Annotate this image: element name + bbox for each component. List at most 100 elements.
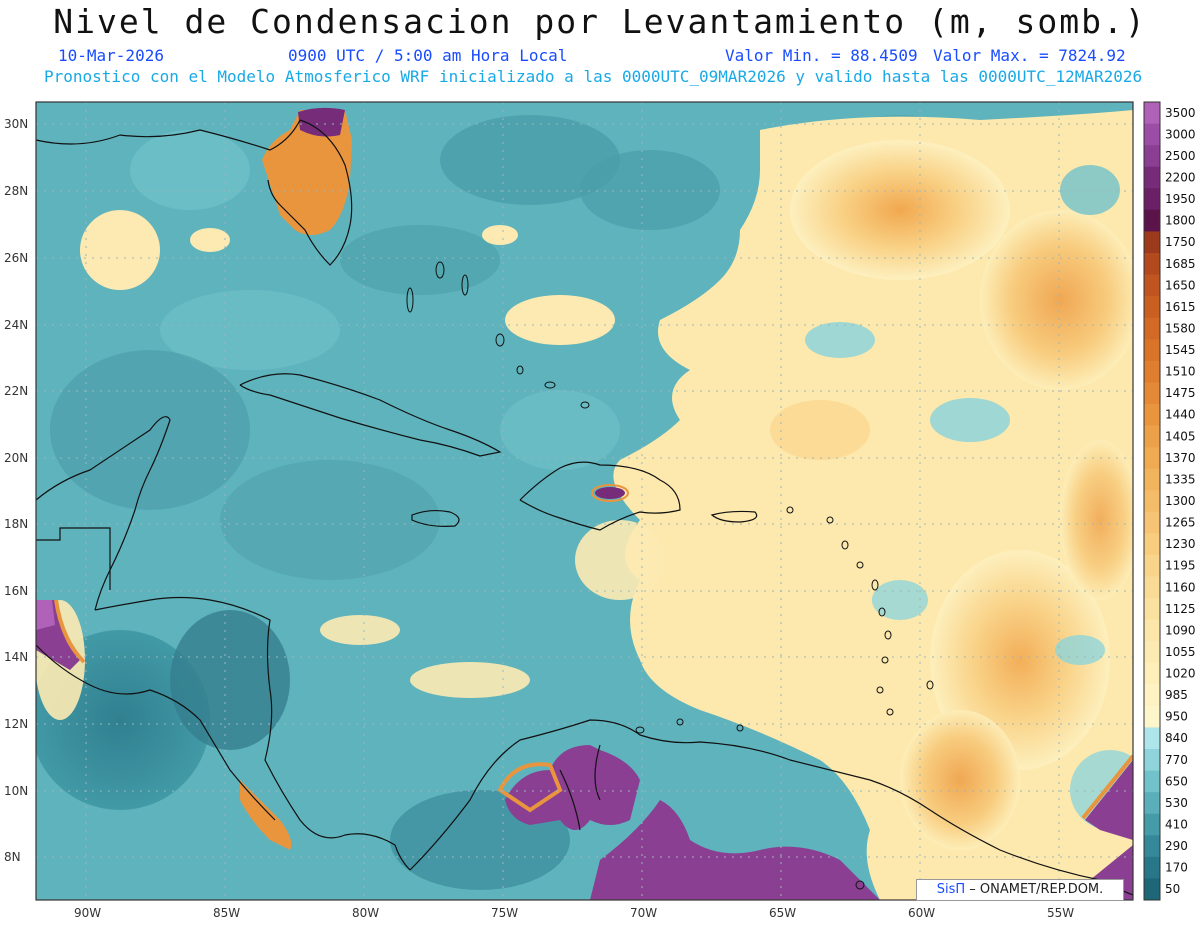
date-label: 10-Mar-2026 <box>58 46 164 65</box>
lat-label: 28N <box>4 184 28 198</box>
colorbar-swatch <box>1144 490 1160 513</box>
islands <box>406 261 934 890</box>
lat-label: 20N <box>4 451 28 465</box>
colorbar-label: 530 <box>1165 796 1188 810</box>
colorbar-label: 1230 <box>1165 537 1196 551</box>
colorbar-label: 1125 <box>1165 602 1196 616</box>
colorbar-label: 1405 <box>1165 429 1196 443</box>
colorbar-swatch <box>1144 705 1160 728</box>
map-field <box>36 102 1133 900</box>
sispi-logo: SisΠ <box>936 882 966 897</box>
colorbar-swatch <box>1144 339 1160 362</box>
colorbar-label: 1055 <box>1165 645 1196 659</box>
colorbar-swatch <box>1144 792 1160 815</box>
lat-label: 12N <box>4 717 28 731</box>
colorbar-swatch <box>1144 511 1160 534</box>
colorbar-label: 650 <box>1165 774 1188 788</box>
colorbar-swatch <box>1144 554 1160 577</box>
lon-label: 80W <box>352 906 379 920</box>
time-label: 0900 UTC / 5:00 am Hora Local <box>288 46 568 65</box>
colorbar-swatch <box>1144 360 1160 383</box>
colorbar-label: 1160 <box>1165 580 1196 594</box>
colorbar-label: 1800 <box>1165 214 1196 228</box>
longitude-labels: 90W 85W 80W 75W 70W 65W 60W 55W <box>74 906 1074 920</box>
colorbar-label: 410 <box>1165 818 1188 832</box>
graticule <box>36 102 1133 900</box>
colorbar-label: 50 <box>1165 882 1180 896</box>
colorbar-swatch <box>1144 188 1160 211</box>
colorbar-label: 985 <box>1165 688 1188 702</box>
colorbar-label: 1300 <box>1165 494 1196 508</box>
lat-label: 30N <box>4 117 28 131</box>
colorbar-swatch <box>1144 878 1160 901</box>
colorbar-frame <box>1143 101 1161 901</box>
colorbar: 3500 3000 2500 2200 1950 1800 1750 1685 1650 1615… <box>1143 101 1196 901</box>
lat-label: 10N <box>4 784 28 798</box>
latitude-labels: 30N 28N 26N 24N 22N 20N 18N 16N 14N 12N … <box>4 117 28 864</box>
map-title: Nivel de Condensacion por Levantamiento … <box>53 2 1147 41</box>
colorbar-swatch <box>1144 770 1160 793</box>
colorbar-label: 1650 <box>1165 278 1196 292</box>
colorbar-label: 1510 <box>1165 365 1196 379</box>
colorbar-swatch <box>1144 425 1160 448</box>
colorbar-label: 1615 <box>1165 300 1196 314</box>
credit-org: – ONAMET/REP.DOM. <box>969 882 1104 897</box>
lat-label: 18N <box>4 517 28 531</box>
colorbar-label: 840 <box>1165 731 1188 745</box>
colorbar-swatch <box>1144 856 1160 879</box>
colorbar-label: 1685 <box>1165 257 1196 271</box>
lon-label: 60W <box>908 906 935 920</box>
lat-label: 14N <box>4 650 28 664</box>
colorbar-label: 770 <box>1165 753 1188 767</box>
colorbar-swatch <box>1144 641 1160 664</box>
colorbar-label: 1950 <box>1165 192 1196 206</box>
model-info-label: Pronostico con el Modelo Atmosferico WRF… <box>44 67 1143 86</box>
colorbar-swatch <box>1144 403 1160 427</box>
lon-label: 70W <box>630 906 657 920</box>
colorbar-swatch <box>1144 727 1160 750</box>
lon-label: 65W <box>769 906 796 920</box>
lat-label: 16N <box>4 584 28 598</box>
colorbar-swatch <box>1144 102 1160 125</box>
credit-box: SisΠ – ONAMET/REP.DOM. <box>916 879 1124 901</box>
colorbar-label: 1265 <box>1165 516 1196 530</box>
colorbar-swatch <box>1144 317 1160 340</box>
colorbar-label: 1090 <box>1165 623 1196 637</box>
colorbar-swatch <box>1144 619 1160 642</box>
coastlines <box>35 119 1134 896</box>
colorbar-swatch <box>1144 533 1160 556</box>
colorbar-swatch <box>1144 684 1160 707</box>
lat-label: 8N <box>4 850 21 864</box>
colorbar-swatch <box>1144 252 1160 276</box>
lon-label: 75W <box>491 906 518 920</box>
max-value-label: Valor Max. = 7824.92 <box>933 46 1126 65</box>
colorbar-label: 1545 <box>1165 343 1196 357</box>
colorbar-label: 1020 <box>1165 667 1196 681</box>
colorbar-label: 2500 <box>1165 149 1196 163</box>
colorbar-label: 1195 <box>1165 559 1196 573</box>
colorbar-label: 1750 <box>1165 235 1196 249</box>
colorbar-swatch <box>1144 209 1160 232</box>
colorbar-swatch <box>1144 382 1160 405</box>
lat-label: 26N <box>4 251 28 265</box>
lon-label: 90W <box>74 906 101 920</box>
min-value-label: Valor Min. = 88.4509 <box>725 46 918 65</box>
colorbar-label: 3000 <box>1165 127 1196 141</box>
colorbar-label: 3500 <box>1165 106 1196 120</box>
colorbar-swatch <box>1144 274 1160 297</box>
colorbar-label: 2200 <box>1165 170 1196 184</box>
colorbar-label: 1335 <box>1165 472 1196 486</box>
colorbar-swatch <box>1144 123 1160 146</box>
colorbar-swatch <box>1144 296 1160 319</box>
colorbar-label: 170 <box>1165 861 1188 875</box>
lon-label: 55W <box>1047 906 1074 920</box>
colorbar-label: 1370 <box>1165 451 1196 465</box>
lat-label: 22N <box>4 384 28 398</box>
colorbar-label: 1475 <box>1165 386 1196 400</box>
colorbar-swatch <box>1144 468 1160 491</box>
colorbar-swatch <box>1144 835 1160 858</box>
colorbar-swatch <box>1144 662 1160 685</box>
colorbar-label: 290 <box>1165 839 1188 853</box>
colorbar-label: 950 <box>1165 710 1188 724</box>
